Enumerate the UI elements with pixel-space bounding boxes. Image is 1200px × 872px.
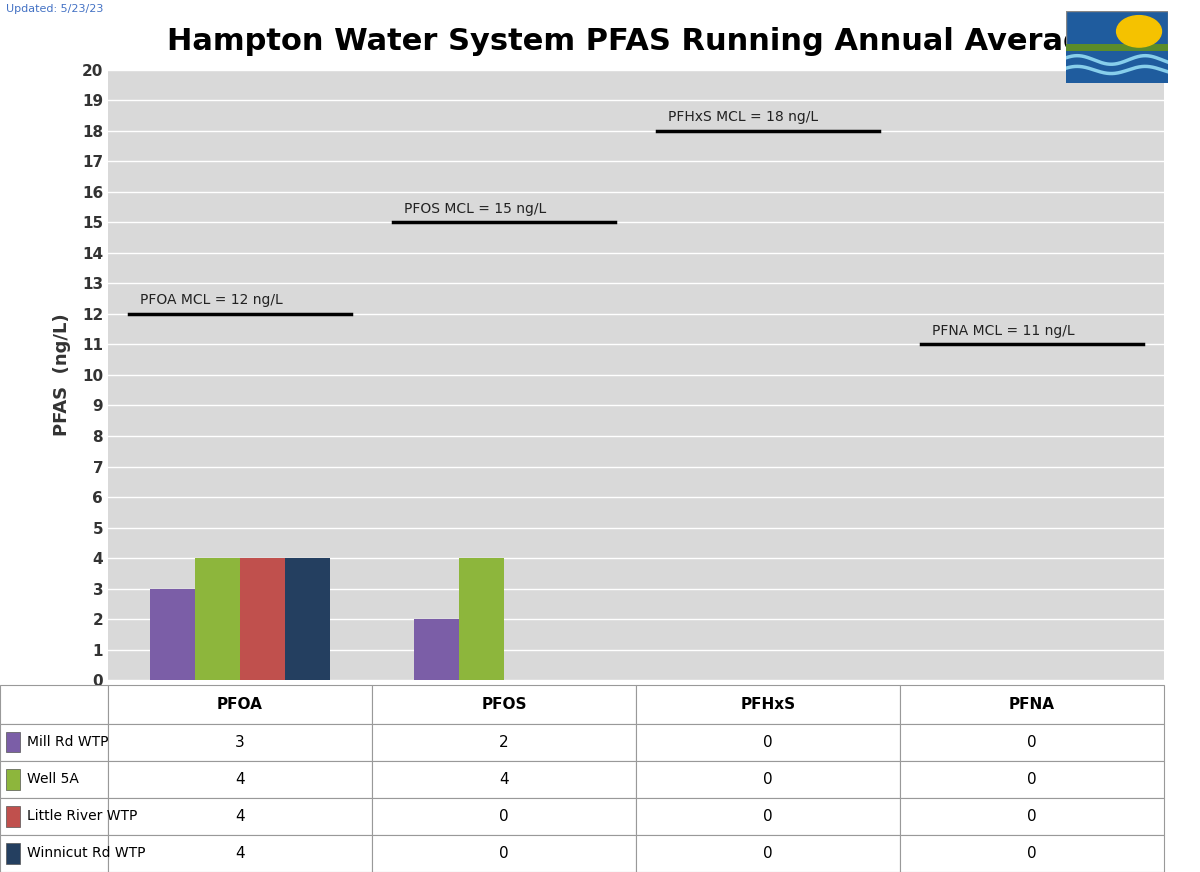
Bar [240, 558, 284, 680]
Bar [460, 558, 504, 680]
Text: 4: 4 [235, 846, 245, 861]
Text: 0: 0 [1027, 809, 1037, 824]
Text: PFOA MCL = 12 ng/L: PFOA MCL = 12 ng/L [139, 293, 282, 307]
Bar [0, 835, 108, 872]
Bar [6, 807, 20, 827]
Circle shape [1116, 16, 1162, 47]
Y-axis label: PFAS  (ng/L): PFAS (ng/L) [53, 314, 71, 436]
Text: Winnicut Rd WTP: Winnicut Rd WTP [28, 847, 145, 861]
Text: PFOA: PFOA [217, 697, 263, 712]
Bar [0, 724, 108, 760]
Bar [108, 685, 372, 724]
Bar [900, 685, 1164, 724]
Bar [196, 558, 240, 680]
Text: 0: 0 [763, 772, 773, 787]
Text: 4: 4 [235, 772, 245, 787]
Text: 0: 0 [499, 809, 509, 824]
Text: 2: 2 [499, 735, 509, 750]
Bar [636, 724, 900, 760]
Text: PFOS: PFOS [481, 697, 527, 712]
Text: 4: 4 [235, 809, 245, 824]
Bar [900, 798, 1164, 835]
Bar [284, 558, 330, 680]
Text: 0: 0 [1027, 846, 1037, 861]
Bar [1066, 51, 1168, 83]
Bar [900, 724, 1164, 760]
Title: Hampton Water System PFAS Running Annual Average: Hampton Water System PFAS Running Annual… [167, 27, 1105, 57]
Text: PFHxS MCL = 18 ng/L: PFHxS MCL = 18 ng/L [667, 110, 818, 124]
Bar [6, 769, 20, 789]
Bar [636, 798, 900, 835]
Text: PFHxS: PFHxS [740, 697, 796, 712]
Text: 0: 0 [1027, 735, 1037, 750]
Text: PFNA: PFNA [1009, 697, 1055, 712]
Bar [372, 724, 636, 760]
Bar [414, 619, 460, 680]
Text: 0: 0 [499, 846, 509, 861]
Bar [636, 835, 900, 872]
Bar [1066, 44, 1168, 51]
Text: 0: 0 [763, 846, 773, 861]
Text: Updated: 5/23/23: Updated: 5/23/23 [6, 4, 103, 14]
Bar [108, 724, 372, 760]
Bar [108, 798, 372, 835]
Bar [0, 685, 108, 724]
Bar [372, 798, 636, 835]
Text: PFNA MCL = 11 ng/L: PFNA MCL = 11 ng/L [931, 324, 1074, 337]
Bar [900, 835, 1164, 872]
Bar [0, 760, 108, 798]
Text: Little River WTP: Little River WTP [28, 809, 138, 823]
Text: 3: 3 [235, 735, 245, 750]
Bar [108, 760, 372, 798]
Bar [636, 760, 900, 798]
Bar [150, 589, 196, 680]
Text: Well 5A: Well 5A [28, 773, 79, 787]
Text: 4: 4 [499, 772, 509, 787]
Bar [900, 760, 1164, 798]
Text: 0: 0 [763, 735, 773, 750]
Bar [372, 835, 636, 872]
Bar [636, 685, 900, 724]
Bar [0, 798, 108, 835]
Bar [108, 835, 372, 872]
Text: PFOS MCL = 15 ng/L: PFOS MCL = 15 ng/L [403, 201, 546, 215]
Text: 0: 0 [763, 809, 773, 824]
Bar [6, 732, 20, 753]
Bar [372, 760, 636, 798]
Bar [372, 685, 636, 724]
Text: 0: 0 [1027, 772, 1037, 787]
Bar [6, 843, 20, 863]
Text: Mill Rd WTP: Mill Rd WTP [28, 735, 109, 749]
